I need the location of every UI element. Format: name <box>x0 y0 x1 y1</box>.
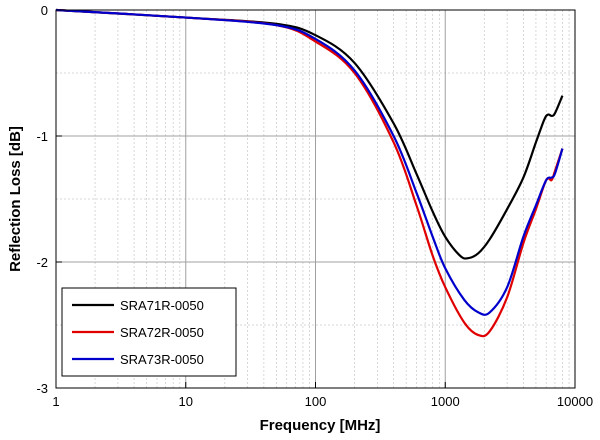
series-layer <box>55 8 564 338</box>
x-tick-label: 10000 <box>557 394 593 409</box>
legend: SRA71R-0050 SRA72R-0050 SRA73R-0050 <box>61 287 237 377</box>
series-line-sra71r-0050 <box>55 8 564 260</box>
x-tick-label: 1000 <box>431 394 460 409</box>
y-tick-label: -1 <box>36 129 48 144</box>
y-tick-label: -3 <box>36 381 48 396</box>
legend-label: SRA71R-0050 <box>120 298 204 313</box>
y-tick-label: -2 <box>36 255 48 270</box>
x-tick-label: 10 <box>179 394 193 409</box>
x-tick-label: 1 <box>52 394 59 409</box>
axis-ticks: 1 10 100 1000 10000 0 -1 -2 -3 <box>36 3 593 409</box>
legend-label: SRA72R-0050 <box>120 325 204 340</box>
legend-label: SRA73R-0050 <box>120 352 204 367</box>
x-axis-title: Frequency [MHz] <box>260 417 381 434</box>
series-line-sra73r-0050 <box>55 8 564 316</box>
x-tick-label: 100 <box>305 394 327 409</box>
y-tick-label: 0 <box>41 3 48 18</box>
y-axis-title: Reflection Loss [dB] <box>7 126 24 272</box>
